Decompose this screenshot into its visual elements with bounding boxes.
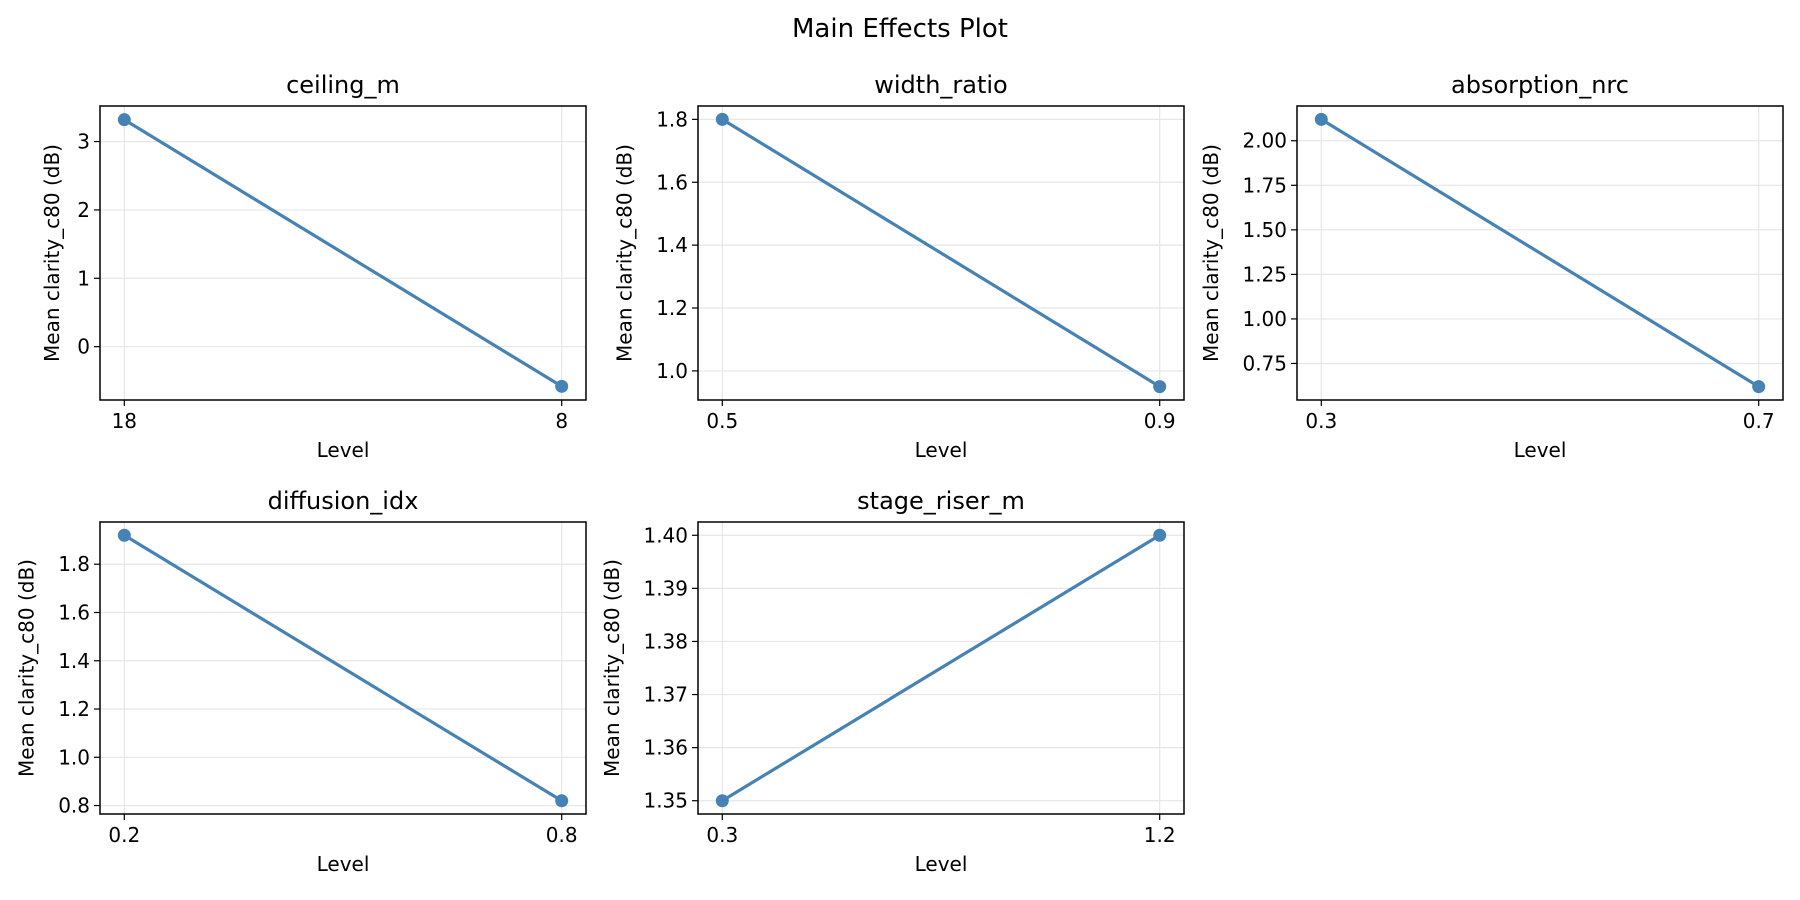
series-line — [720, 117, 1162, 389]
y-tick-label: 0 — [77, 335, 90, 359]
axes-frame — [697, 521, 1185, 815]
x-tick-label: 1.2 — [1144, 823, 1176, 847]
y-tick-label: 1.36 — [643, 736, 688, 760]
x-tick-label: 0.2 — [108, 823, 140, 847]
data-point — [555, 794, 569, 808]
subplot-width_ratio: 0.5 0.9 1.0 1.2 1.4 1.6 1.8 width_ratio Level Mea… — [613, 71, 1185, 462]
subplot-title: width_ratio — [874, 71, 1008, 99]
y-tick-label: 1.6 — [58, 600, 90, 624]
series-line — [720, 533, 1162, 803]
data-point — [117, 113, 131, 127]
y-tick-label: 1.6 — [656, 170, 688, 194]
x-tick-label: 0.3 — [1305, 409, 1337, 433]
x-tick-label: 0.5 — [706, 409, 738, 433]
subplot-grid: 18 8 0 1 2 3 ceiling_m Level Mean clarity_c80 (d… — [15, 71, 1784, 876]
subplot-title: absorption_nrc — [1451, 71, 1629, 99]
data-point — [715, 112, 729, 126]
y-tick-label: 1.40 — [643, 523, 688, 547]
y-tick-label: 1.8 — [58, 552, 90, 576]
y-tick-label: 1.4 — [58, 649, 90, 673]
y-tick-label: 1.38 — [643, 629, 688, 653]
figure-title: Main Effects Plot — [792, 14, 1008, 44]
y-tick-label: 1.00 — [1242, 307, 1287, 331]
series-line — [1319, 117, 1761, 389]
y-axis-label: Mean clarity_c80 (dB) — [600, 559, 624, 777]
x-axis-label: Level — [915, 852, 968, 876]
x-tick-label: 0.3 — [706, 823, 738, 847]
x-tick-label: 0.7 — [1743, 409, 1775, 433]
axes-frame — [697, 105, 1185, 401]
series-line — [122, 533, 564, 803]
data-point — [117, 528, 131, 542]
y-tick-label: 1.50 — [1242, 218, 1287, 242]
subplot-stage_riser_m: 0.3 1.2 1.35 1.36 1.37 1.38 1.39 1.40 stage_rise… — [600, 487, 1185, 876]
y-tick-label: 1.8 — [656, 107, 688, 131]
x-tick-label: 18 — [112, 409, 137, 433]
subplot-ceiling_m: 18 8 0 1 2 3 ceiling_m Level Mean clarity_c80 (d… — [40, 71, 587, 462]
y-tick-label: 0.75 — [1242, 351, 1287, 375]
x-axis-label: Level — [915, 438, 968, 462]
subplot-title: diffusion_idx — [268, 487, 419, 515]
x-axis-label: Level — [1514, 438, 1567, 462]
axes-frame — [99, 105, 587, 401]
y-axis-label: Mean clarity_c80 (dB) — [15, 559, 39, 777]
y-tick-label: 1.2 — [58, 697, 90, 721]
y-tick-label: 0.8 — [58, 794, 90, 818]
y-axis-label: Mean clarity_c80 (dB) — [1199, 144, 1223, 362]
data-point — [715, 794, 729, 808]
data-point — [1314, 112, 1328, 126]
data-point — [1153, 528, 1167, 542]
y-tick-label: 1.0 — [58, 745, 90, 769]
y-tick-label: 1.75 — [1242, 173, 1287, 197]
y-tick-label: 2 — [77, 198, 90, 222]
y-tick-label: 1.37 — [643, 683, 688, 707]
data-point — [1752, 380, 1766, 394]
subplot-title: ceiling_m — [286, 71, 400, 99]
axes-frame — [1296, 105, 1784, 401]
series-line — [122, 118, 564, 388]
x-axis-label: Level — [317, 438, 370, 462]
y-tick-label: 1.39 — [643, 576, 688, 600]
y-axis-label: Mean clarity_c80 (dB) — [613, 144, 637, 362]
x-axis-label: Level — [317, 852, 370, 876]
x-tick-label: 0.8 — [546, 823, 578, 847]
y-tick-label: 1.4 — [656, 233, 688, 257]
y-tick-label: 1.35 — [643, 789, 688, 813]
data-point — [555, 379, 569, 393]
y-tick-label: 1 — [77, 266, 90, 290]
data-point — [1153, 380, 1167, 394]
subplot-title: stage_riser_m — [857, 487, 1025, 515]
y-tick-label: 1.0 — [656, 359, 688, 383]
axes-frame — [99, 521, 587, 815]
y-tick-label: 2.00 — [1242, 129, 1287, 153]
x-tick-label: 8 — [555, 409, 568, 433]
y-tick-label: 1.2 — [656, 296, 688, 320]
y-tick-label: 1.25 — [1242, 262, 1287, 286]
subplot-diffusion_idx: 0.2 0.8 0.8 1.0 1.2 1.4 1.6 1.8 diffusion_idx Lev… — [15, 487, 587, 876]
y-axis-label: Mean clarity_c80 (dB) — [40, 144, 64, 362]
x-tick-label: 0.9 — [1144, 409, 1176, 433]
subplot-absorption_nrc: 0.3 0.7 0.75 1.00 1.25 1.50 1.75 2.00 absorption… — [1199, 71, 1784, 462]
y-tick-label: 3 — [77, 130, 90, 154]
